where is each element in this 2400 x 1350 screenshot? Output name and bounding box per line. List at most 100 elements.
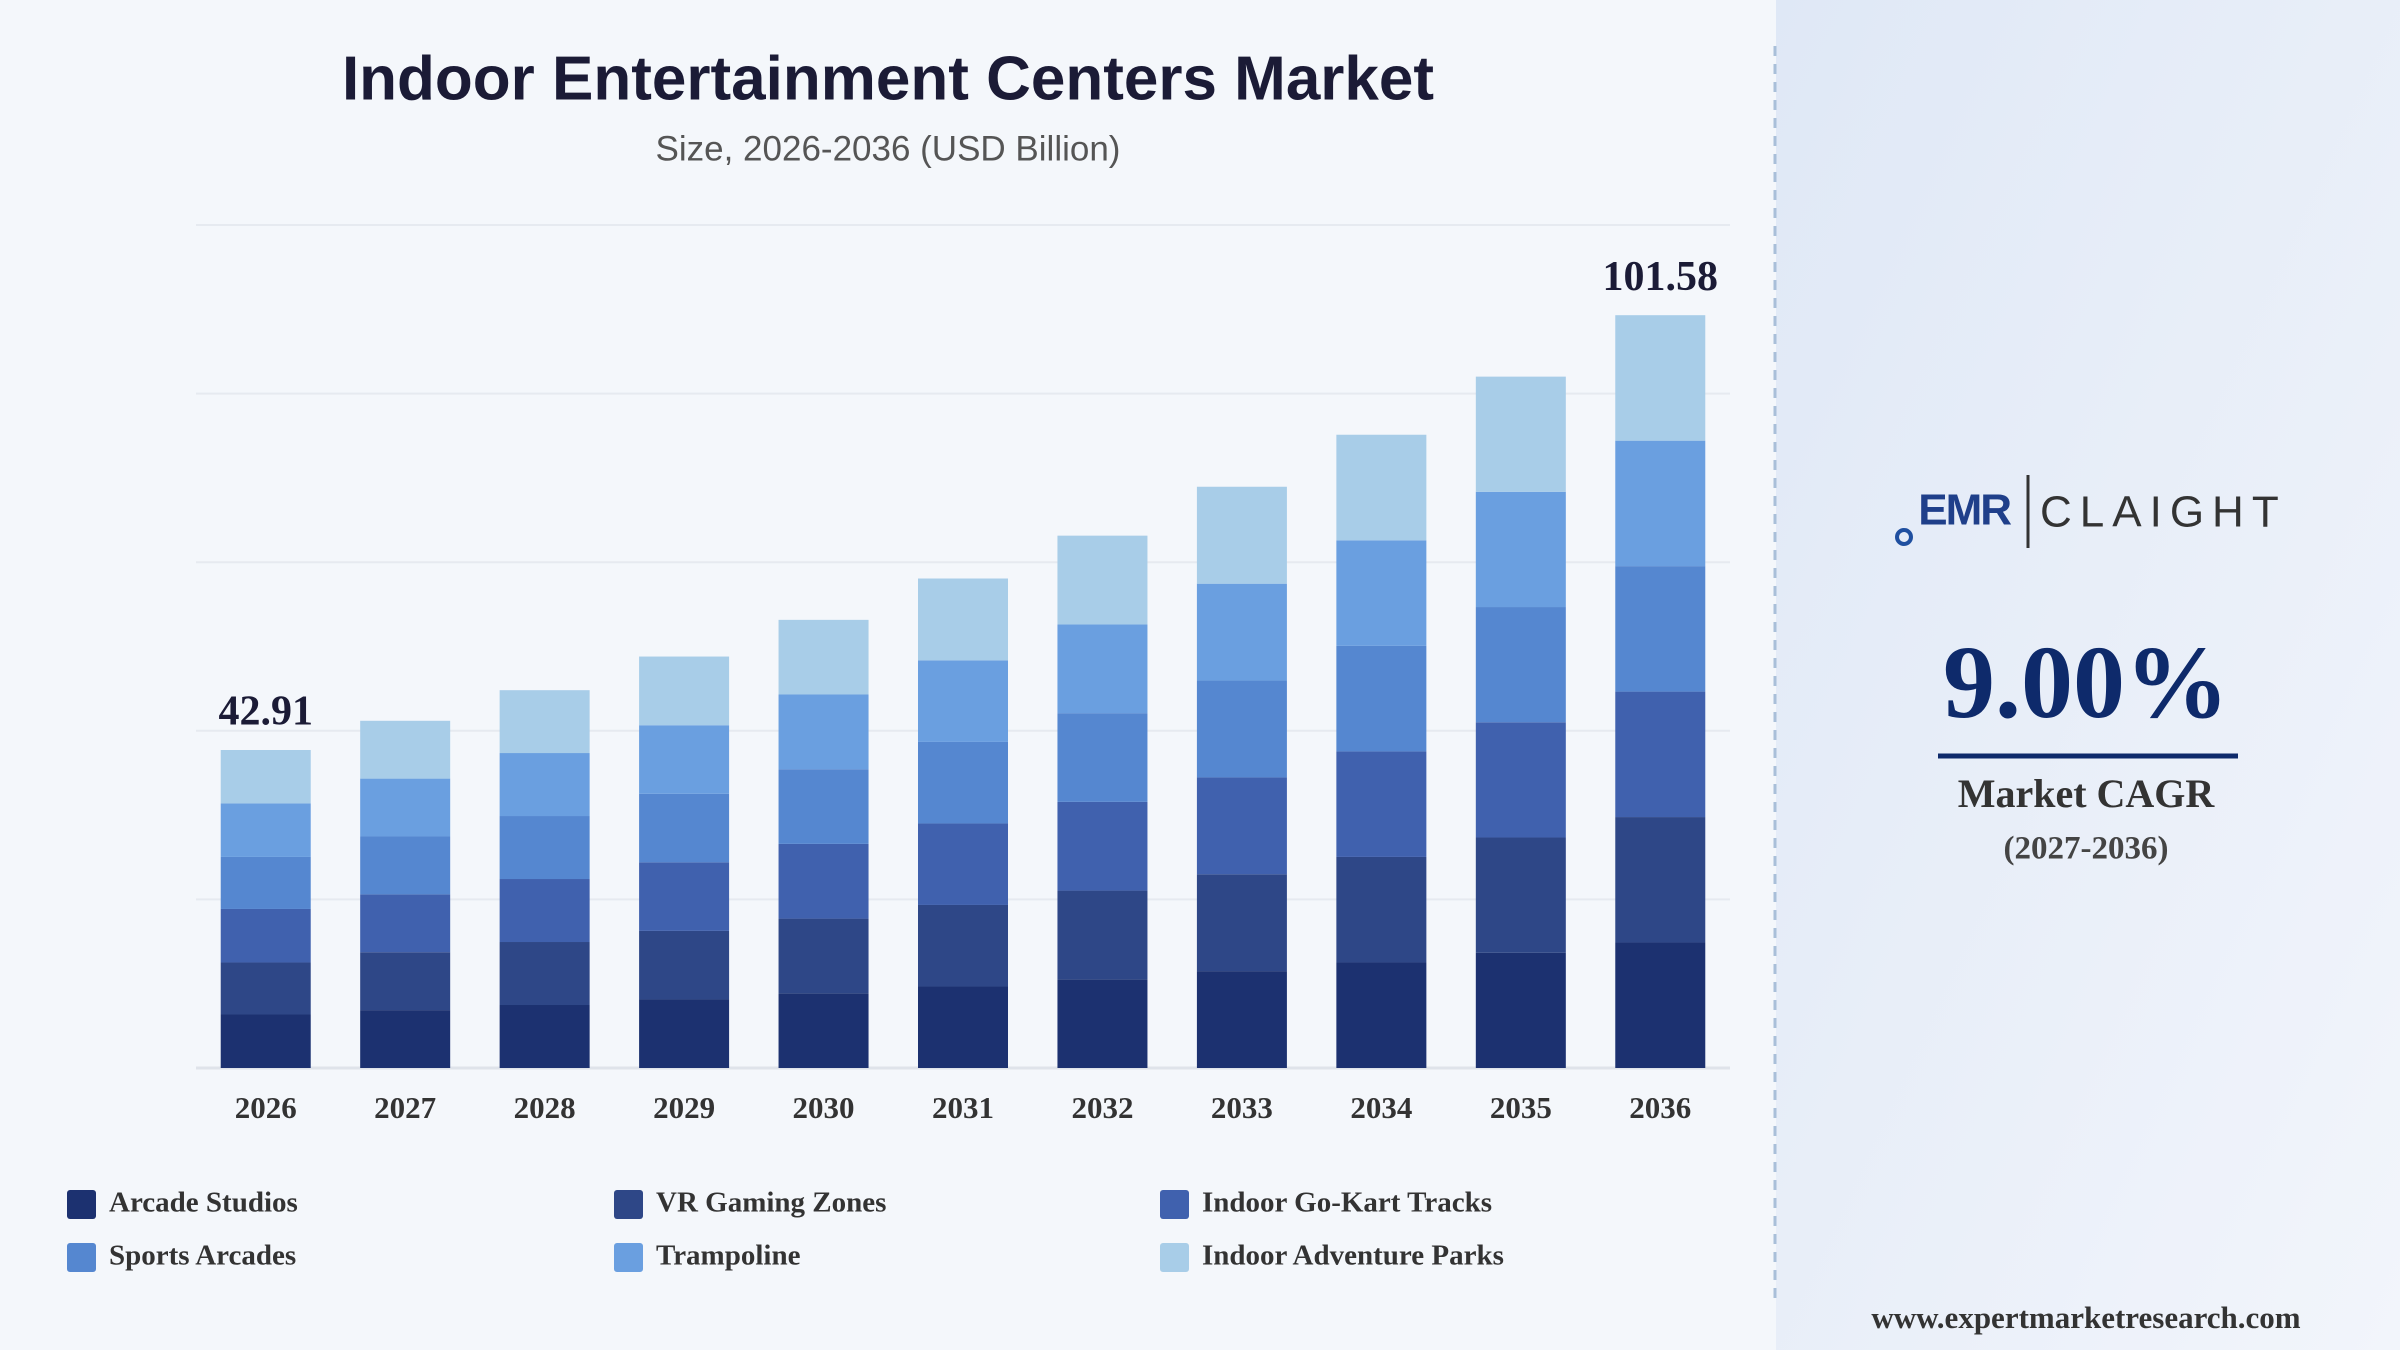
- bar-segment: [360, 836, 451, 895]
- bar-segment: [918, 660, 1008, 742]
- bar-segment: [1196, 583, 1287, 681]
- bar-segment: [639, 656, 730, 726]
- bar-segment: [1475, 376, 1566, 492]
- bar-segment: [639, 930, 730, 1000]
- bar-segment: [778, 619, 869, 695]
- legend-swatch: [1160, 1190, 1189, 1219]
- x-tick-label: 2027: [374, 1090, 436, 1125]
- bar-segment: [1057, 801, 1148, 891]
- bar-segment: [499, 879, 590, 943]
- logo-icon: [1895, 528, 1913, 546]
- legend-swatch: [1160, 1243, 1189, 1272]
- bar-segment: [1196, 874, 1287, 972]
- x-tick-label: 2034: [1350, 1090, 1412, 1125]
- bar-segment: [639, 862, 730, 931]
- cagr-period: (2027-2036): [2004, 831, 2169, 867]
- bar-segment: [639, 793, 730, 863]
- bar-segment: [918, 823, 1008, 905]
- bar-segment: [778, 993, 869, 1068]
- x-tick-label: 2031: [932, 1090, 994, 1125]
- bar-segment: [1336, 856, 1427, 963]
- bar-segment: [1475, 952, 1566, 1068]
- logo: EMR CLAIGHT: [1895, 475, 2287, 548]
- bar-segment: [360, 778, 451, 837]
- bar-segment: [918, 904, 1008, 987]
- bar-segment: [1057, 890, 1148, 980]
- bar-segment: [220, 1014, 311, 1068]
- website: www.expertmarketresearch.com: [1871, 1300, 2300, 1335]
- bar-segment: [360, 720, 451, 779]
- bar-segment: [1615, 942, 1706, 1068]
- x-tick-label: 2030: [793, 1090, 855, 1125]
- bar-segment: [1336, 434, 1427, 541]
- bar-segment: [778, 769, 869, 844]
- bar-segment: [360, 952, 451, 1011]
- bar-segment: [499, 690, 590, 754]
- bar-segment: [1615, 817, 1706, 943]
- bar-segment: [1336, 751, 1427, 857]
- bar-segment: [220, 856, 311, 909]
- bar-segment: [220, 962, 311, 1015]
- bar-segment: [1615, 691, 1706, 818]
- total-label: 42.91: [218, 689, 313, 735]
- bar-segment: [918, 578, 1008, 661]
- bar-segment: [1057, 713, 1148, 802]
- bar-segment: [499, 816, 590, 880]
- bar-segment: [918, 986, 1008, 1068]
- bar-segment: [360, 894, 451, 953]
- bar-segment: [1336, 962, 1427, 1068]
- bar-segment: [1615, 566, 1706, 692]
- x-tick-label: 2026: [235, 1090, 297, 1125]
- bar-segment: [1475, 491, 1566, 608]
- bar-segment: [1336, 645, 1427, 752]
- chart-subtitle: Size, 2026-2036 (USD Billion): [656, 129, 1121, 168]
- legend-swatch: [614, 1243, 643, 1272]
- bar-segment: [1615, 315, 1706, 441]
- legend-swatch: [67, 1190, 96, 1219]
- legend-label: Indoor Go-Kart Tracks: [1202, 1187, 1492, 1219]
- bar-segment: [778, 918, 869, 994]
- cagr-value: 9.00%: [1943, 625, 2229, 740]
- bar-segment: [360, 1010, 451, 1068]
- x-tick-label: 2035: [1490, 1090, 1552, 1125]
- legend-swatch: [67, 1243, 96, 1272]
- bar-segment: [1057, 979, 1148, 1068]
- bar-segment: [1196, 971, 1287, 1068]
- logo-right: CLAIGHT: [2040, 488, 2287, 537]
- bar-segment: [220, 803, 311, 857]
- logo-left: EMR: [1918, 486, 2011, 535]
- bar-segment: [499, 942, 590, 1006]
- bar-segment: [499, 1005, 590, 1068]
- sidebar-background: [1776, 0, 2400, 1350]
- cagr-label: Market CAGR: [1958, 771, 2216, 816]
- legend-swatch: [614, 1190, 643, 1219]
- legend-label: Trampoline: [656, 1240, 801, 1272]
- legend-label: VR Gaming Zones: [656, 1187, 886, 1219]
- bar-segment: [1615, 440, 1706, 567]
- bar-segment: [639, 725, 730, 794]
- bar-segment: [1057, 624, 1148, 714]
- bar-segment: [778, 843, 869, 919]
- x-tick-label: 2029: [653, 1090, 715, 1125]
- x-tick-label: 2033: [1211, 1090, 1273, 1125]
- bar-segment: [1196, 680, 1287, 778]
- bar-segment: [639, 999, 730, 1068]
- legend-label: Arcade Studios: [109, 1187, 298, 1219]
- x-tick-label: 2032: [1071, 1090, 1133, 1125]
- legend-label: Sports Arcades: [109, 1240, 296, 1272]
- bar-segment: [220, 908, 311, 963]
- bar-segment: [778, 694, 869, 770]
- bar-segment: [1475, 837, 1566, 953]
- chart-title: Indoor Entertainment Centers Market: [342, 44, 1434, 113]
- bar-segment: [1196, 486, 1287, 584]
- bar-segment: [1475, 607, 1566, 723]
- bar-segment: [1475, 722, 1566, 838]
- bar-segment: [918, 741, 1008, 824]
- bar-segment: [220, 749, 311, 804]
- x-tick-label: 2036: [1629, 1090, 1691, 1125]
- legend-label: Indoor Adventure Parks: [1202, 1240, 1504, 1272]
- bar-segment: [1336, 540, 1427, 646]
- bar-segment: [499, 753, 590, 817]
- bar-segment: [1196, 777, 1287, 875]
